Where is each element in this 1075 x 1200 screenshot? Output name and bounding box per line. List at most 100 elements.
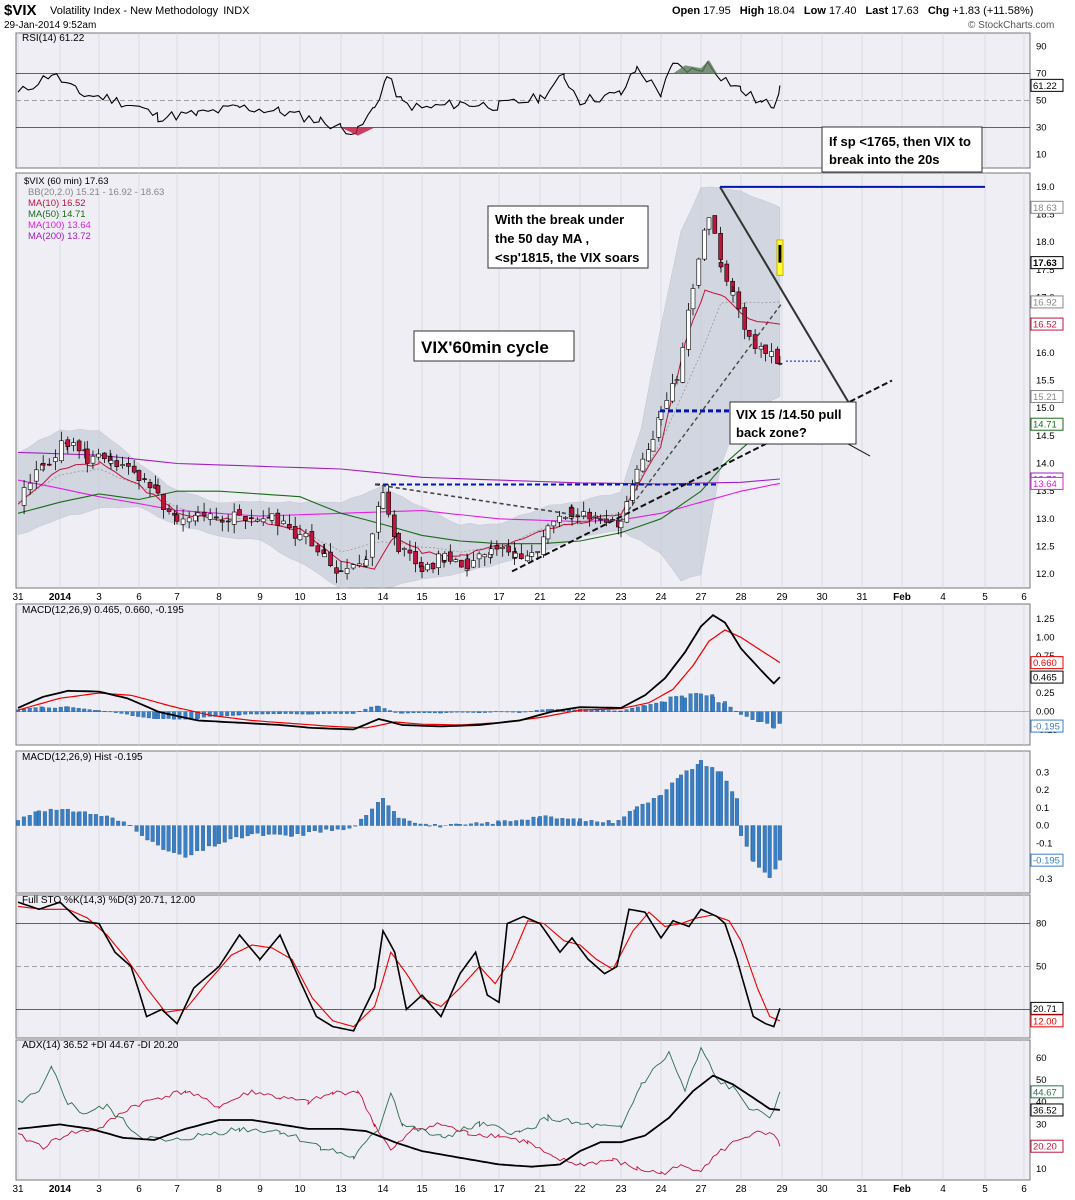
- macd-hist-bar: [119, 711, 124, 714]
- hist-bar: [324, 825, 329, 830]
- macd-hist-bar: [310, 711, 315, 715]
- hist-bar: [83, 811, 87, 826]
- hist-bar: [659, 795, 663, 826]
- x-tick-label: 6: [136, 1184, 142, 1195]
- hist-bar: [370, 808, 375, 826]
- macd-hist-bar: [540, 709, 545, 712]
- macd-hist-bar: [663, 701, 667, 712]
- candle: [147, 482, 153, 489]
- rsi-tick-label: 90: [1036, 42, 1047, 53]
- candle: [506, 545, 511, 553]
- macd-hist-bar: [376, 706, 381, 712]
- price-tick-label: 14.5: [1036, 431, 1055, 442]
- chart-header: $VIX Volatility Index - New Methodology …: [4, 2, 1054, 31]
- ma50-line: [17, 423, 781, 545]
- hist-bar: [627, 811, 632, 826]
- candle: [207, 513, 213, 520]
- hist-bar: [531, 816, 536, 826]
- x-tick-label: 31: [12, 1184, 24, 1195]
- candle: [350, 564, 356, 569]
- candle: [407, 549, 413, 554]
- hist-bar: [635, 806, 639, 826]
- macd-panel: -0.250.000.250.500.751.001.250.6600.465-…: [16, 614, 1064, 736]
- candle: [718, 233, 723, 260]
- macd-hist-bar: [321, 711, 326, 714]
- value-tag: 0.465: [1033, 673, 1057, 684]
- candle: [519, 553, 524, 560]
- candle: [120, 464, 125, 466]
- value-tag-box: [1030, 1139, 1064, 1153]
- candle: [545, 525, 551, 540]
- x-tick-label: 10: [294, 1184, 306, 1195]
- value-tag-box: [1030, 317, 1064, 331]
- live-candle: [778, 244, 782, 263]
- hist-bar: [364, 815, 369, 826]
- hist-bar: [402, 818, 407, 826]
- hist-tick-label: 0.3: [1036, 767, 1049, 778]
- candle: [338, 570, 344, 573]
- x-tick-label: 29: [776, 592, 788, 603]
- macd-hist-bar: [97, 710, 101, 712]
- candle: [541, 536, 546, 555]
- x-tick-label: 31: [12, 592, 24, 603]
- hist-bar: [295, 825, 300, 834]
- candle: [593, 515, 598, 518]
- candle: [535, 551, 541, 553]
- macd-hist-bar: [27, 708, 32, 712]
- macd-hist-bar: [283, 711, 288, 714]
- value-tag: 17.63: [1033, 258, 1057, 269]
- candle: [260, 518, 266, 523]
- candle: [656, 417, 662, 438]
- candle: [386, 491, 391, 515]
- sto-tick-label: 80: [1036, 919, 1047, 930]
- candle: [587, 511, 592, 520]
- candle: [243, 516, 248, 521]
- x-tick-label: 5: [982, 1184, 988, 1195]
- value-tag: 12.00: [1033, 1016, 1057, 1027]
- macd-hist-bar: [58, 706, 63, 712]
- macd-hist-bar: [416, 711, 421, 713]
- candle: [392, 514, 397, 537]
- price-tick-label: 13.0: [1036, 514, 1055, 525]
- hist-bar: [757, 825, 761, 868]
- candle: [237, 509, 242, 516]
- hist-bar: [560, 818, 565, 826]
- candle: [195, 512, 201, 517]
- hist-bar: [391, 811, 396, 826]
- candle: [763, 344, 768, 354]
- candle: [465, 558, 471, 570]
- candle: [322, 553, 327, 558]
- candle: [180, 518, 186, 525]
- rsi-line: [17, 60, 781, 136]
- candle: [557, 515, 562, 523]
- hist-bar: [538, 816, 542, 826]
- candle: [27, 482, 33, 490]
- macd-hist-bar: [477, 711, 482, 714]
- candle: [269, 513, 275, 521]
- macd-hist-bar: [624, 709, 629, 712]
- hist-bar: [699, 760, 703, 826]
- macd-hist-bar: [113, 711, 118, 713]
- hist-bar: [33, 811, 38, 826]
- hist-bar: [212, 825, 217, 847]
- svg-text:VIX 15 /14.50 pull: VIX 15 /14.50 pull: [736, 407, 842, 422]
- value-tag-box: [1030, 256, 1064, 270]
- macd-hist-bar: [704, 695, 709, 712]
- value-tag: 14.71: [1033, 420, 1057, 431]
- candle: [674, 379, 680, 381]
- candle: [292, 526, 298, 539]
- candle: [524, 555, 530, 562]
- adx-frame: [15, 1039, 1031, 1181]
- hist-bar: [121, 821, 126, 826]
- candle: [225, 520, 231, 523]
- candle: [65, 439, 71, 447]
- candle: [413, 551, 418, 565]
- hist-bar: [744, 825, 749, 847]
- candle: [718, 262, 724, 268]
- macd-hist-bar: [146, 711, 151, 719]
- ma200-line: [17, 451, 780, 485]
- macd-hist-bar: [327, 711, 332, 714]
- candle: [630, 484, 635, 501]
- macd-hist-bar: [534, 710, 539, 712]
- candle: [376, 506, 381, 533]
